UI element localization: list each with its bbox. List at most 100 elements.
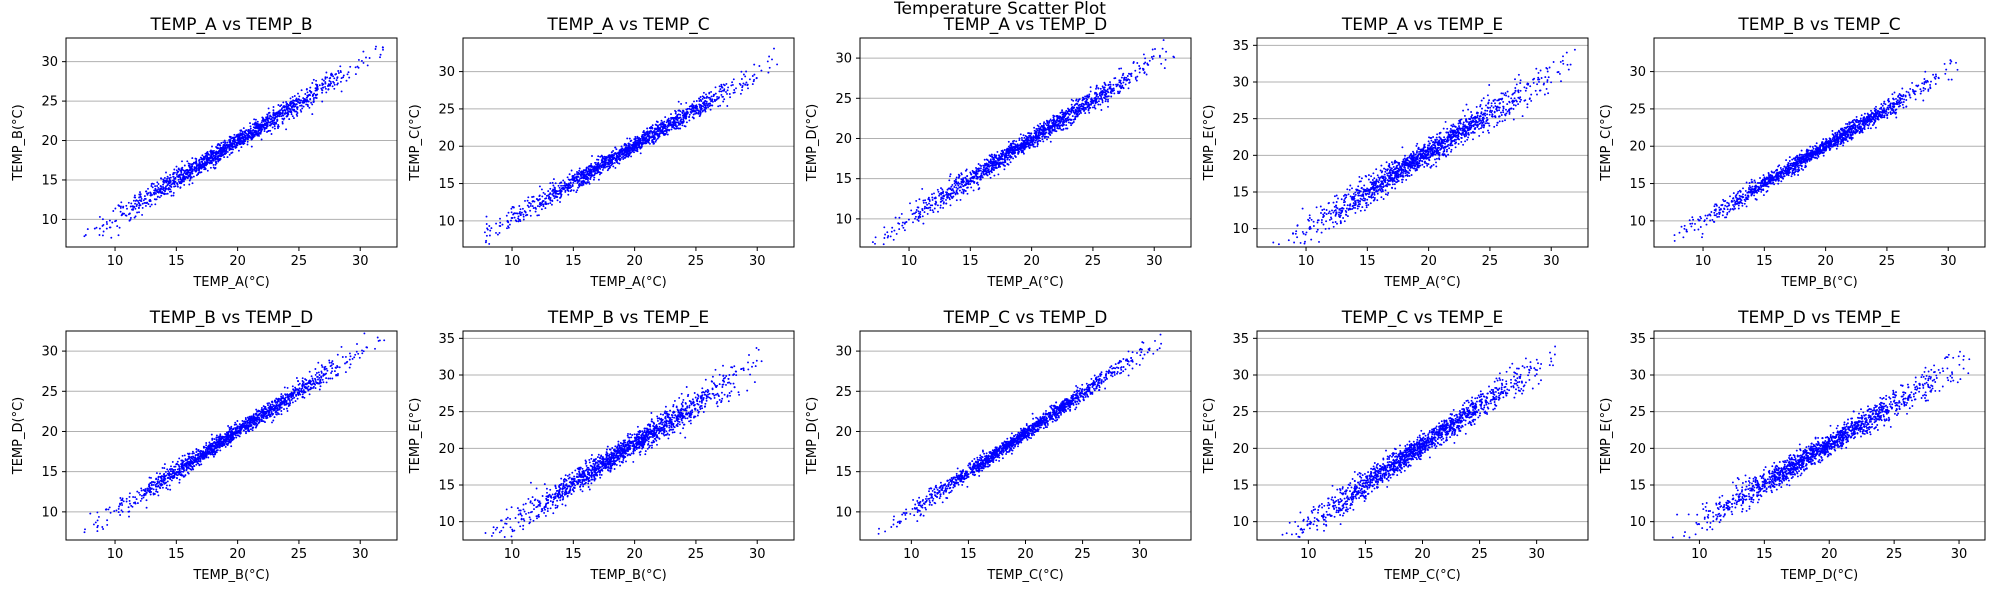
scatter-point <box>997 159 1000 162</box>
scatter-point <box>210 154 212 157</box>
scatter-point <box>488 234 491 237</box>
scatter-point <box>531 196 534 198</box>
scatter-point <box>1550 81 1553 84</box>
scatter-point <box>277 127 279 130</box>
scatter-point <box>997 157 999 160</box>
scatter-point <box>162 192 165 195</box>
scatter-point <box>165 171 167 174</box>
scatter-point <box>538 198 541 201</box>
scatter-point <box>1464 124 1466 127</box>
scatter-point <box>1097 95 1100 98</box>
scatter-point <box>986 162 989 165</box>
scatter-point <box>182 180 185 183</box>
scatter-point <box>768 55 771 58</box>
scatter-point <box>681 124 684 127</box>
scatter-point <box>1385 161 1388 164</box>
scatter-point <box>285 128 288 131</box>
scatter-point <box>141 206 144 209</box>
scatter-point <box>640 144 643 146</box>
scatter-point <box>1545 87 1548 90</box>
scatter-point <box>174 177 177 180</box>
scatter-point <box>748 78 751 81</box>
scatter-point <box>658 128 661 131</box>
scatter-point <box>995 154 998 157</box>
scatter-point <box>304 93 307 95</box>
scatter-point <box>333 83 336 86</box>
scatter-point <box>773 47 775 50</box>
scatter-point <box>1080 107 1083 110</box>
scatter-point <box>1087 101 1090 104</box>
scatter-point <box>723 98 726 101</box>
scatter-point <box>129 216 132 219</box>
scatter-point <box>608 156 611 159</box>
scatter-point <box>173 168 176 171</box>
scatter-point <box>903 229 906 232</box>
scatter-point <box>224 146 227 149</box>
scatter-point <box>949 204 952 207</box>
scatter-point <box>573 173 576 176</box>
scatter-point <box>1041 135 1044 138</box>
scatter-point <box>1117 92 1120 95</box>
scatter-point <box>240 139 243 142</box>
scatter-point <box>1022 139 1025 142</box>
scatter-point <box>247 129 250 132</box>
scatter-point <box>1004 154 1007 157</box>
scatter-point <box>511 217 514 219</box>
scatter-point <box>709 102 712 105</box>
scatter-point <box>1114 77 1117 80</box>
scatter-point <box>197 163 200 166</box>
scatter-point <box>692 113 695 116</box>
scatter-point <box>926 212 929 215</box>
scatter-point <box>641 134 644 136</box>
scatter-point <box>568 173 571 176</box>
scatter-point <box>98 215 101 218</box>
scatter-point <box>193 166 196 169</box>
scatter-point <box>1559 60 1562 63</box>
scatter-point <box>653 133 656 136</box>
scatter-point <box>150 203 153 206</box>
scatter-point <box>955 180 957 183</box>
scatter-point <box>585 173 588 176</box>
scatter-point <box>337 72 340 74</box>
scatter-point <box>211 145 213 148</box>
scatter-point <box>776 63 779 66</box>
scatter-point <box>114 220 117 223</box>
scatter-point <box>552 195 555 197</box>
scatter-point <box>635 146 638 149</box>
scatter-point <box>120 201 123 204</box>
scatter-point <box>1068 118 1071 121</box>
scatter-point <box>1446 148 1448 151</box>
scatter-point <box>923 211 926 214</box>
scatter-point <box>1049 126 1052 129</box>
scatter-point <box>1072 99 1075 102</box>
scatter-point <box>160 194 163 197</box>
scatter-point <box>895 232 898 235</box>
scatter-point <box>268 121 271 124</box>
scatter-point <box>505 214 508 217</box>
scatter-point <box>246 140 249 143</box>
scatter-point <box>1006 147 1009 150</box>
scatter-point <box>1097 100 1100 103</box>
scatter-point <box>1384 193 1387 196</box>
scatter-point <box>726 89 729 92</box>
scatter-point <box>1113 92 1116 95</box>
scatter-point <box>241 130 244 133</box>
scatter-point <box>597 178 600 181</box>
scatter-point <box>515 212 518 215</box>
scatter-point <box>522 218 525 221</box>
scatter-point <box>952 189 955 192</box>
scatter-point <box>177 174 180 177</box>
scatter-point <box>1078 106 1081 109</box>
scatter-point <box>669 124 672 127</box>
scatter-point <box>982 171 985 174</box>
scatter-point <box>666 133 669 136</box>
scatter-point <box>940 196 943 199</box>
scatter-point <box>723 84 726 87</box>
scatter-point <box>169 181 172 184</box>
scatter-point <box>718 96 720 99</box>
scatter-point <box>365 56 367 59</box>
scatter-point <box>1107 84 1110 87</box>
scatter-point <box>329 80 332 83</box>
scatter-point <box>590 171 593 174</box>
scatter-point <box>578 169 581 172</box>
